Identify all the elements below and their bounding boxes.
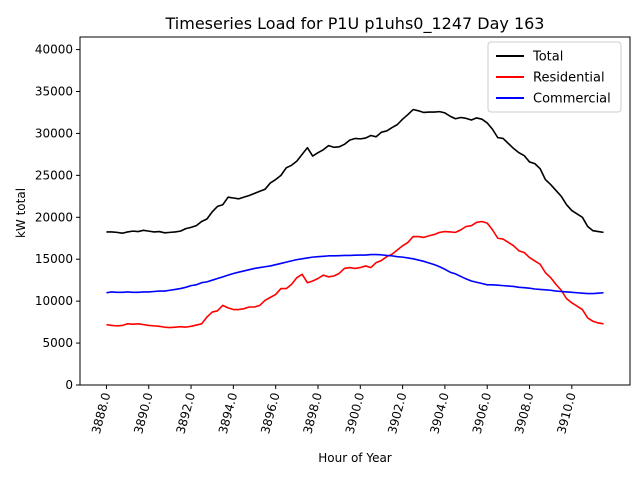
y-axis-label: kW total (14, 188, 28, 238)
axes-frame (79, 36, 631, 386)
x-tick-label: 3908.0 (512, 391, 536, 435)
x-tick-label: 3910.0 (554, 391, 578, 435)
y-tick-label: 5000 (42, 336, 73, 350)
x-tick-label: 3888.0 (89, 391, 113, 435)
x-tick-label: 3898.0 (300, 391, 324, 435)
y-tick-label: 25000 (35, 168, 73, 182)
x-tick-label: 3906.0 (470, 391, 494, 435)
legend-label-residential: Residential (533, 71, 605, 86)
x-tick-label: 3890.0 (131, 391, 155, 435)
x-tick-label: 3892.0 (174, 391, 198, 435)
y-tick-label: 0 (65, 378, 73, 392)
y-tick-label: 40000 (35, 43, 73, 57)
x-axis: 3888.0 3890.0 3892.0 3894.0 3896.0 3898.0 3900… (89, 385, 579, 435)
series-line-residential (106, 220, 604, 329)
series-line-commercial (106, 253, 604, 295)
x-tick-label: 3902.0 (385, 391, 409, 435)
legend-label-commercial: Commercial (533, 92, 611, 107)
y-tick-label: 10000 (35, 294, 73, 308)
x-axis-label: Hour of Year (318, 451, 392, 465)
plot-area (79, 36, 631, 386)
chart-title: Timeseries Load for P1U p1uhs0_1247 Day … (165, 14, 545, 34)
x-tick-label: 3900.0 (343, 391, 367, 435)
x-tick-label: 3894.0 (216, 391, 240, 435)
y-axis: 0 5000 10000 15000 20000 25000 30000 35000 40000 (35, 43, 80, 392)
y-tick-label: 20000 (35, 210, 73, 224)
y-tick-label: 35000 (35, 85, 73, 99)
x-tick-label: 3896.0 (258, 391, 282, 435)
y-tick-label: 30000 (35, 126, 73, 140)
legend-box (487, 41, 622, 113)
legend-label-total: Total (532, 50, 563, 65)
series-line-total (106, 108, 604, 235)
y-tick-label: 15000 (35, 252, 73, 266)
x-tick-label: 3904.0 (427, 391, 451, 435)
legend: Total Residential Commercial (487, 41, 622, 113)
